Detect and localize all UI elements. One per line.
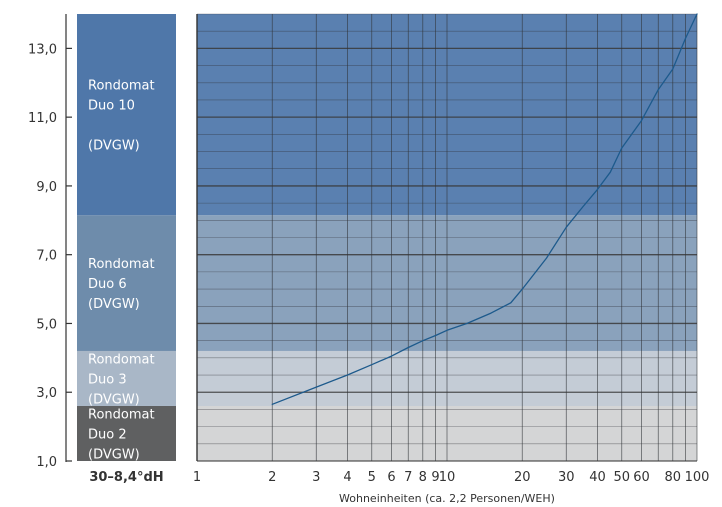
x-tick-label: 3 [312,470,320,485]
y-tick-label: 13,0 [28,42,57,57]
x-tick-label: 60 [633,470,650,485]
x-tick-label: 1 [193,470,201,485]
x-tick-label: 100 [685,470,710,485]
zone-label-1-line-3: (DVGW) [88,447,140,462]
axes [65,14,198,462]
x-tick-label: 6 [387,470,395,485]
zone-label-4-line-2: Duo 10 [88,99,135,114]
y-tick-label: 1,0 [36,455,57,470]
x-tick-label: 2 [268,470,276,485]
x-tick-label: 50 [613,470,630,485]
zone-label-4-line-1: Rondomat [88,79,155,94]
y-tick-label: 7,0 [36,249,57,264]
x-tick-label: 40 [589,470,606,485]
zone-label-2-line-1: Rondomat [88,352,155,367]
x-tick-label: 80 [664,470,681,485]
zone-bar-3 [77,215,176,351]
zone-bar-2 [77,350,176,406]
zone-label-3-line-2: Duo 6 [88,277,127,292]
x-tick-label: 9 [431,470,439,485]
text-layer: 1,0 3,0 5,0 7,0 9,0 11,0 13,0 1 2 3 4 5 6 7 8 9 10 20 30 40… [28,42,709,505]
zone-bar-1 [77,405,176,461]
x-tick-label: 4 [343,470,351,485]
x-tick-label: 10 [439,470,456,485]
zone-label-3-line-1: Rondomat [88,257,155,272]
x-axis-title: Wohneinheiten (ca. 2,2 Personen/WEH) [339,492,555,505]
zone-label-1-line-2: Duo 2 [88,427,127,442]
plot-grid [196,13,698,462]
zone-bar-4 [77,14,176,216]
zone-label-4-line-4: (DVGW) [88,139,140,154]
y-tick-label: 9,0 [36,180,57,195]
series-layer [271,13,698,405]
zone-label-3-line-3: (DVGW) [88,297,140,312]
x-tick-label: 7 [404,470,412,485]
y-tick-label: 11,0 [28,111,57,126]
x-tick-label: 5 [368,470,376,485]
zone-label-2-line-3: (DVGW) [88,392,140,407]
y-tick-label: 3,0 [36,386,57,401]
x-corner-label: 30–8,4°dH [89,470,163,485]
zone-label-2-line-2: Duo 3 [88,372,127,387]
x-tick-label: 20 [514,470,531,485]
x-tick-label: 30 [558,470,575,485]
zone-label-1-line-1: Rondomat [88,407,155,422]
series-line-1 [271,13,698,405]
x-tick-label: 8 [419,470,427,485]
y-tick-label: 5,0 [36,317,57,332]
